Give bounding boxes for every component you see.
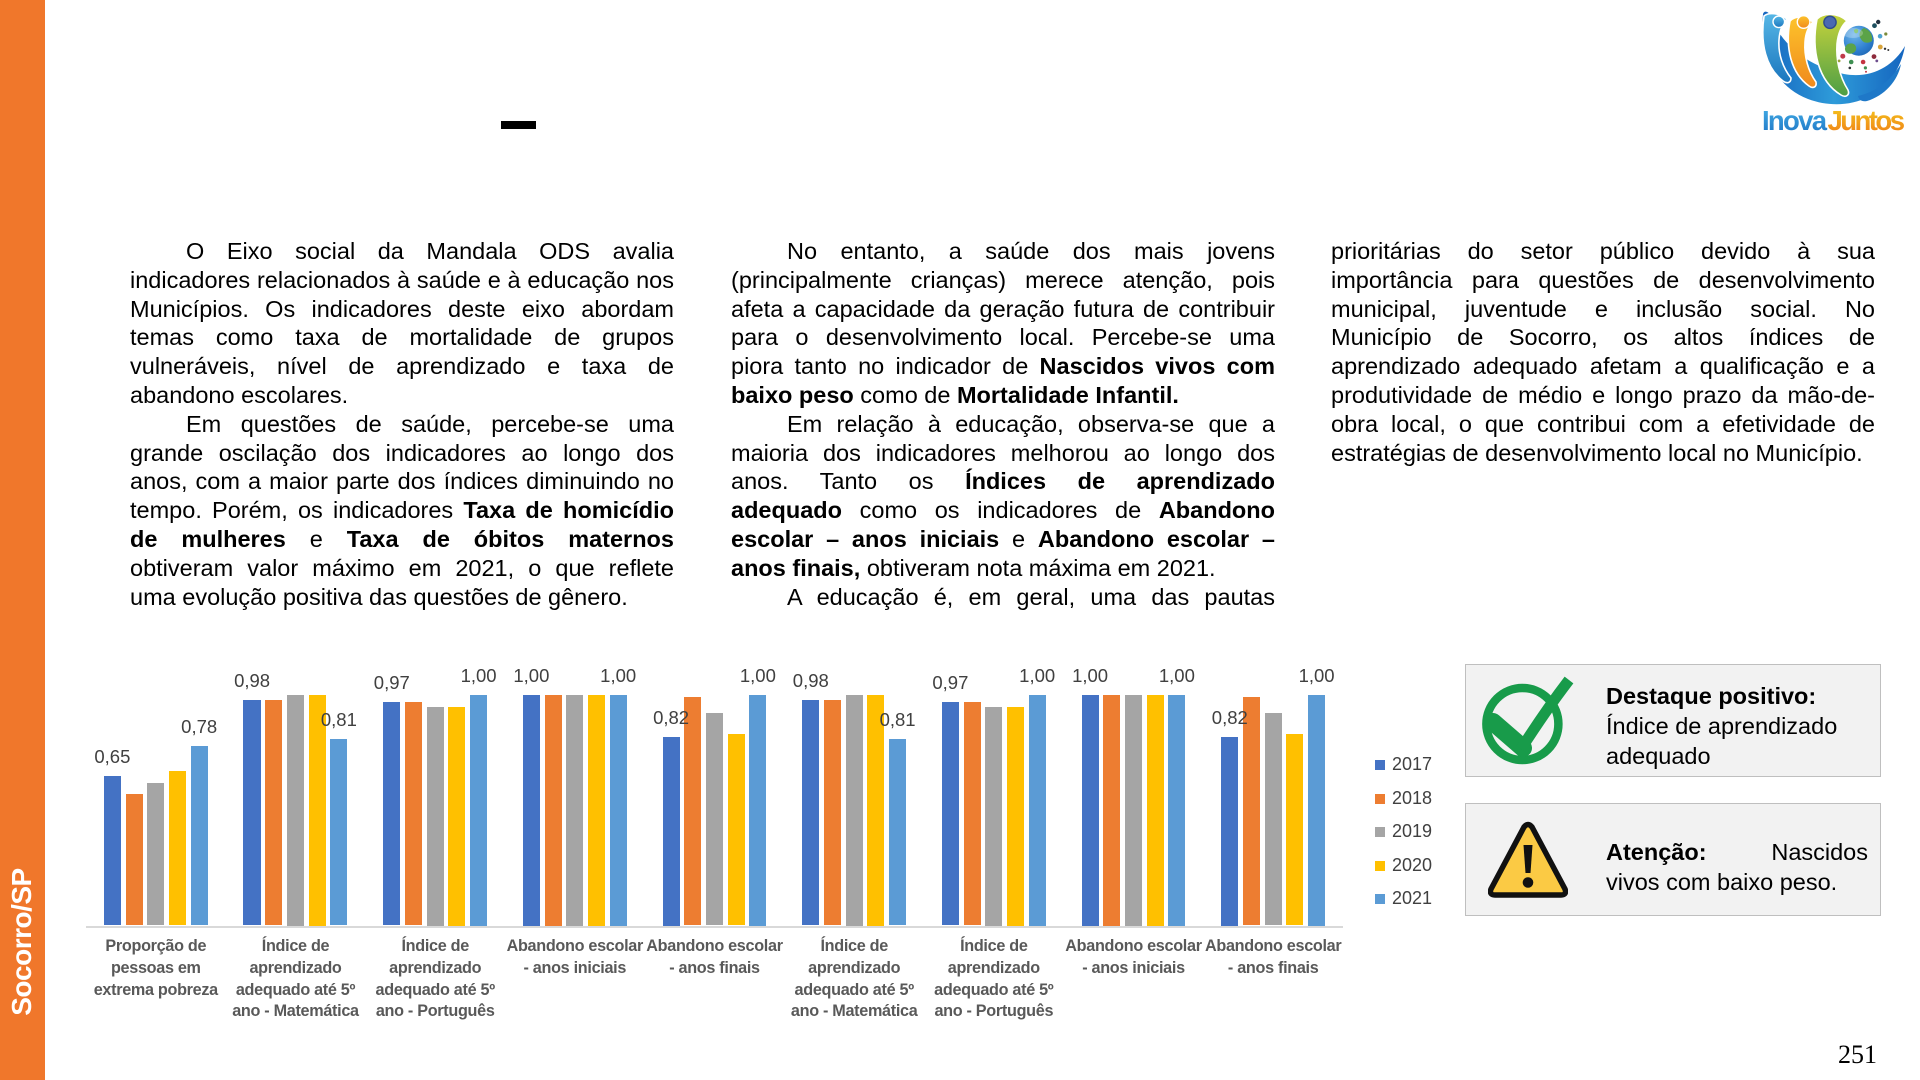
svg-text:Inova: Inova [1762,105,1828,136]
svg-text:Juntos: Juntos [1828,105,1906,136]
